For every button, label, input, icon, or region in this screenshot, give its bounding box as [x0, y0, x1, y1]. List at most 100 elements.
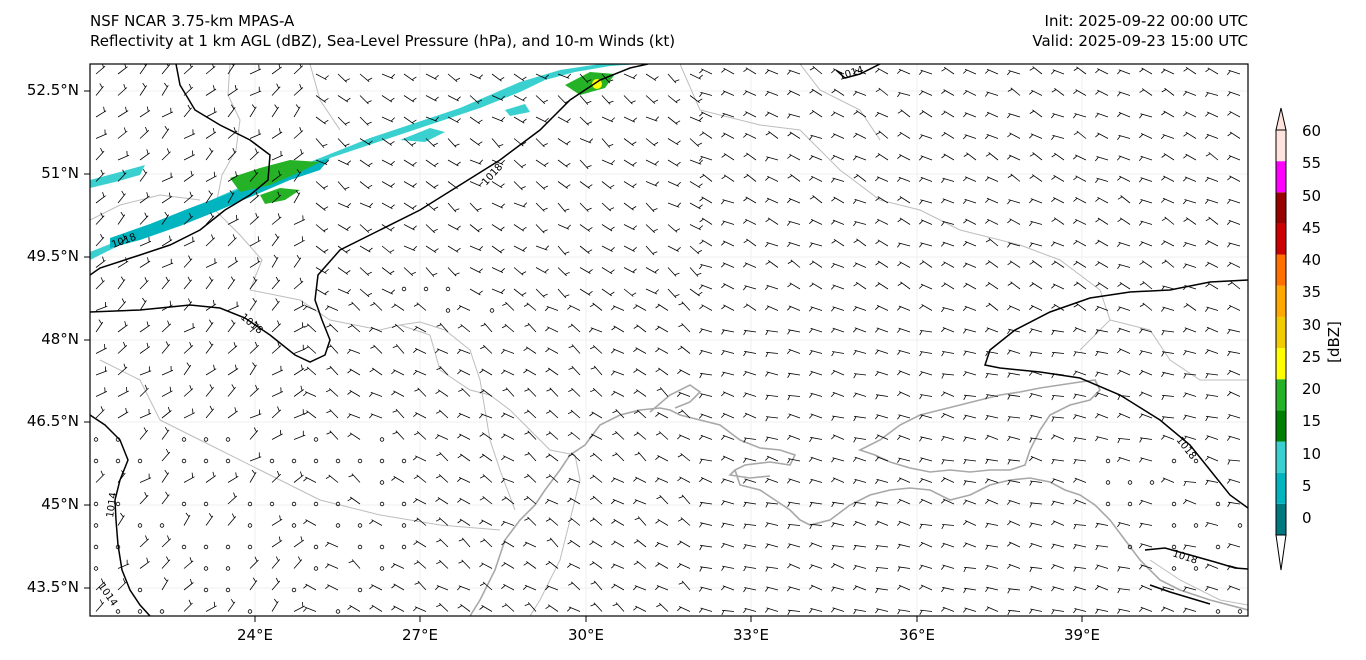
wind-barb — [985, 415, 999, 421]
wind-barb — [1117, 175, 1131, 182]
colorbar-swatch — [1276, 130, 1286, 162]
wind-barb — [852, 306, 867, 312]
wind-barb — [1160, 306, 1175, 312]
wind-barb — [787, 305, 801, 311]
wind-barb — [1095, 177, 1109, 183]
wind-barb — [985, 197, 999, 204]
wind-barb — [1183, 499, 1197, 505]
wind-barb — [897, 584, 911, 591]
wind-barb — [403, 116, 417, 125]
wind-barb — [1227, 281, 1241, 290]
wind-barb — [579, 245, 593, 254]
wind-barb — [271, 254, 279, 268]
wind-barb — [369, 367, 383, 376]
wind-barb — [875, 67, 889, 75]
wind-barb — [985, 302, 999, 311]
wind-barb — [337, 181, 350, 191]
wind-barb — [1138, 499, 1153, 505]
wind-barb — [831, 196, 845, 204]
wind-barb — [985, 586, 999, 593]
wind-barb — [205, 212, 215, 225]
wind-barb — [809, 584, 823, 591]
wind-barb — [161, 426, 170, 440]
wind-barb — [765, 305, 779, 311]
wind-barb — [95, 64, 106, 75]
wind-barb — [941, 89, 955, 96]
wind-barb — [1139, 67, 1153, 75]
wind-barb — [1117, 348, 1131, 354]
wind-barb — [743, 90, 757, 96]
wind-barb — [293, 300, 305, 311]
wind-barb — [95, 106, 107, 118]
wind-barb — [1094, 112, 1109, 118]
wind-barb — [139, 384, 149, 397]
wind-barb — [919, 260, 933, 268]
wind-barb — [919, 584, 933, 591]
wind-barb — [469, 138, 483, 146]
wind-barb — [139, 473, 152, 483]
wind-barb — [963, 394, 977, 400]
isobar-label: 1018 — [238, 312, 265, 337]
wind-barb — [161, 577, 169, 591]
wind-barb — [567, 539, 581, 548]
calm-wind-marker — [379, 501, 385, 507]
wind-barb — [436, 603, 449, 612]
wind-barb — [963, 218, 977, 225]
calm-wind-marker — [247, 501, 253, 507]
wind-barb — [699, 566, 713, 572]
wind-barb — [677, 391, 691, 397]
wind-barb — [1205, 455, 1219, 462]
wind-barb — [1161, 434, 1175, 440]
wind-barb — [293, 471, 304, 483]
wind-barb — [765, 197, 779, 204]
wind-barb — [940, 564, 955, 570]
wind-barb — [1051, 260, 1065, 268]
wind-barb — [557, 245, 570, 256]
wind-barb — [1227, 391, 1241, 397]
wind-barb — [831, 219, 845, 225]
calm-wind-marker — [137, 458, 143, 464]
wind-barb — [831, 415, 845, 421]
wind-barb — [293, 236, 305, 247]
wind-barb — [764, 284, 779, 291]
wind-barb — [249, 104, 257, 118]
wind-barb — [897, 609, 911, 615]
wind-barb — [985, 564, 999, 571]
wind-barb — [1205, 261, 1219, 268]
wind-barb — [457, 477, 471, 483]
wind-barb — [689, 116, 703, 122]
wind-barb — [875, 501, 889, 507]
wind-barb — [457, 603, 471, 612]
wind-barb — [161, 211, 170, 225]
wind-barb — [1028, 542, 1043, 549]
wind-barb — [830, 391, 845, 398]
wind-barb — [743, 501, 757, 508]
wind-barb — [645, 288, 659, 295]
wind-barb — [623, 245, 637, 252]
wind-barb — [1182, 263, 1197, 269]
wind-barb — [513, 95, 527, 102]
wind-barb — [391, 563, 405, 569]
calm-wind-marker — [93, 544, 99, 550]
wind-barb — [963, 459, 977, 465]
wind-barb — [809, 523, 823, 530]
wind-barb — [183, 212, 193, 225]
wind-barb — [249, 362, 257, 376]
wind-barb — [699, 434, 713, 440]
wind-barb — [918, 371, 933, 377]
isobar-label-group: 1014 1018 1018 1018 1014 1014 1018 1018 — [96, 65, 1199, 609]
wind-barb — [501, 433, 515, 440]
wind-barb — [623, 138, 637, 147]
colorbar-swatch — [1276, 223, 1286, 255]
wind-barb — [139, 82, 147, 96]
wind-barb — [227, 257, 239, 268]
wind-barb — [403, 224, 417, 231]
wind-barb — [447, 73, 461, 83]
wind-barb — [786, 413, 801, 419]
wind-barb — [875, 305, 889, 311]
wind-barb — [941, 131, 955, 139]
wind-barb — [1072, 370, 1087, 376]
wind-barb — [1051, 459, 1065, 465]
wind-barb — [205, 384, 214, 397]
wind-barb — [1161, 371, 1175, 378]
